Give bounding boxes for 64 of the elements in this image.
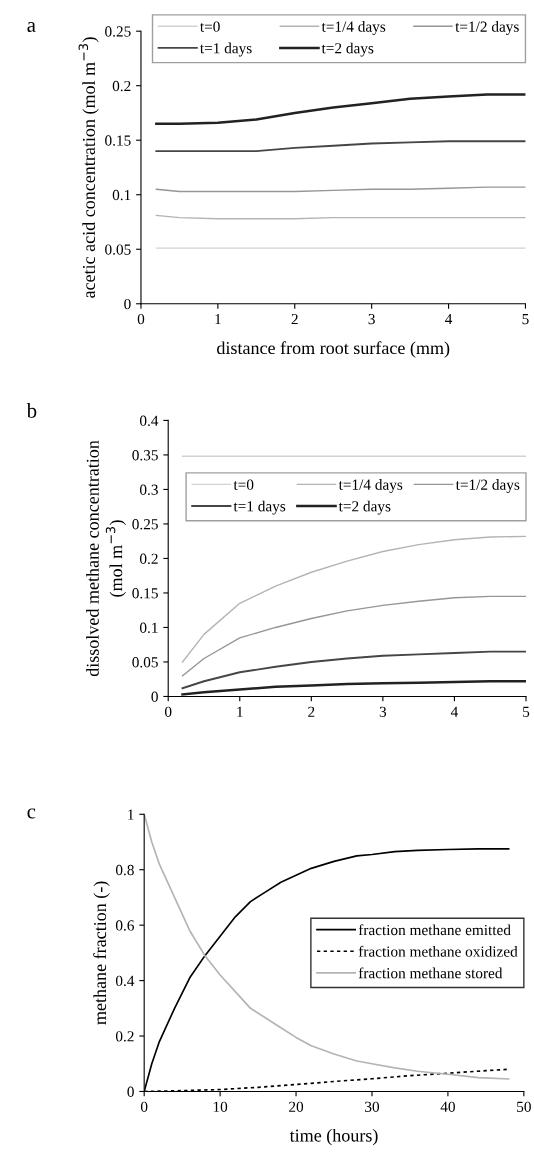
legend-label: t=1 days	[200, 42, 252, 57]
text: c	[27, 808, 36, 819]
y-tick-label: 0.1	[112, 189, 131, 201]
y-tick-label: 0.15	[105, 135, 131, 146]
x-tick-label: 5	[522, 314, 529, 325]
y-tick-label: 0.4	[139, 415, 159, 426]
x-tick-label: 1	[237, 706, 243, 717]
legend-label: t=1/4 days	[321, 21, 386, 35]
line-series	[181, 680, 526, 696]
legend-label: t=2 days	[338, 500, 391, 515]
legend-label: fraction methane emitted	[358, 924, 511, 936]
y-tick-label: 0	[124, 298, 131, 310]
y-tick-label: 0.2	[139, 553, 158, 564]
legend-label: t=1/2 days	[455, 21, 519, 35]
legend-label: t=0	[200, 21, 220, 32]
x-tick-label: 3	[379, 706, 387, 717]
y-tick-label: 0	[151, 691, 158, 702]
legend-label: t=1/4 days	[338, 479, 403, 493]
x-tick-label: 40	[440, 1101, 455, 1112]
line-series	[155, 140, 526, 153]
legend-label: t=2 days	[321, 42, 374, 57]
y-tick-label: 0.3	[139, 484, 158, 495]
x-tick-label: 20	[289, 1101, 304, 1112]
y-tick-label: 0.05	[132, 657, 158, 668]
y-tick-label: 0.05	[105, 244, 131, 255]
x-tick-label: 3	[368, 313, 375, 325]
legend-label: t=1/2 days	[455, 479, 520, 493]
y-tick-label: 0.25	[105, 26, 131, 37]
x-tick-label: 30	[365, 1101, 380, 1112]
x-tick-label: 4	[445, 314, 453, 325]
y-tick-label: 0.2	[115, 1031, 134, 1042]
y-tick-label: 0.15	[132, 588, 158, 599]
y-tick-label: 0.2	[112, 80, 131, 92]
text: b	[26, 403, 37, 418]
legend-label: fraction methane oxidized	[358, 945, 518, 957]
y-tick-label: 0	[127, 1086, 134, 1097]
x-tick-label: 1	[215, 314, 221, 325]
y-tick-label: 0.8	[115, 864, 134, 876]
x-tick-label: 0	[164, 706, 172, 717]
x-axis-title: distance from root surface (mm)	[217, 341, 450, 358]
y-tick-label: 0.35	[132, 450, 158, 461]
y-tick-label: 0.25	[132, 519, 158, 530]
x-tick-label: 5	[523, 706, 530, 717]
legend-label: t=0	[233, 479, 254, 490]
x-tick-label: 2	[291, 313, 298, 325]
y-tick-label: 1	[128, 809, 134, 820]
x-axis-title: time (hours)	[289, 1128, 378, 1146]
y-axis-title: dissolved methane concentration (mol m$^{−3}$)	[86, 440, 126, 677]
y-tick-label: 0.6	[115, 920, 134, 931]
x-tick-label: 50	[517, 1101, 531, 1112]
legend-label: t=1 days	[233, 500, 286, 515]
line-series	[181, 650, 526, 690]
line-series	[181, 535, 526, 663]
legend-label: fraction methane stored	[358, 967, 503, 979]
x-tick-label: 4	[450, 706, 459, 717]
y-tick-label: 0.4	[115, 975, 135, 987]
line-series	[181, 595, 526, 677]
y-axis-title: methane fraction (-)	[93, 881, 110, 1025]
line-series	[155, 93, 526, 126]
x-tick-label: 10	[213, 1101, 228, 1112]
x-tick-label: 2	[308, 706, 315, 717]
y-axis-title: acetic acid concentration (mol m$^{−3}$)	[78, 37, 99, 298]
text: a	[27, 22, 36, 32]
y-tick-label: 0.1	[139, 622, 158, 633]
